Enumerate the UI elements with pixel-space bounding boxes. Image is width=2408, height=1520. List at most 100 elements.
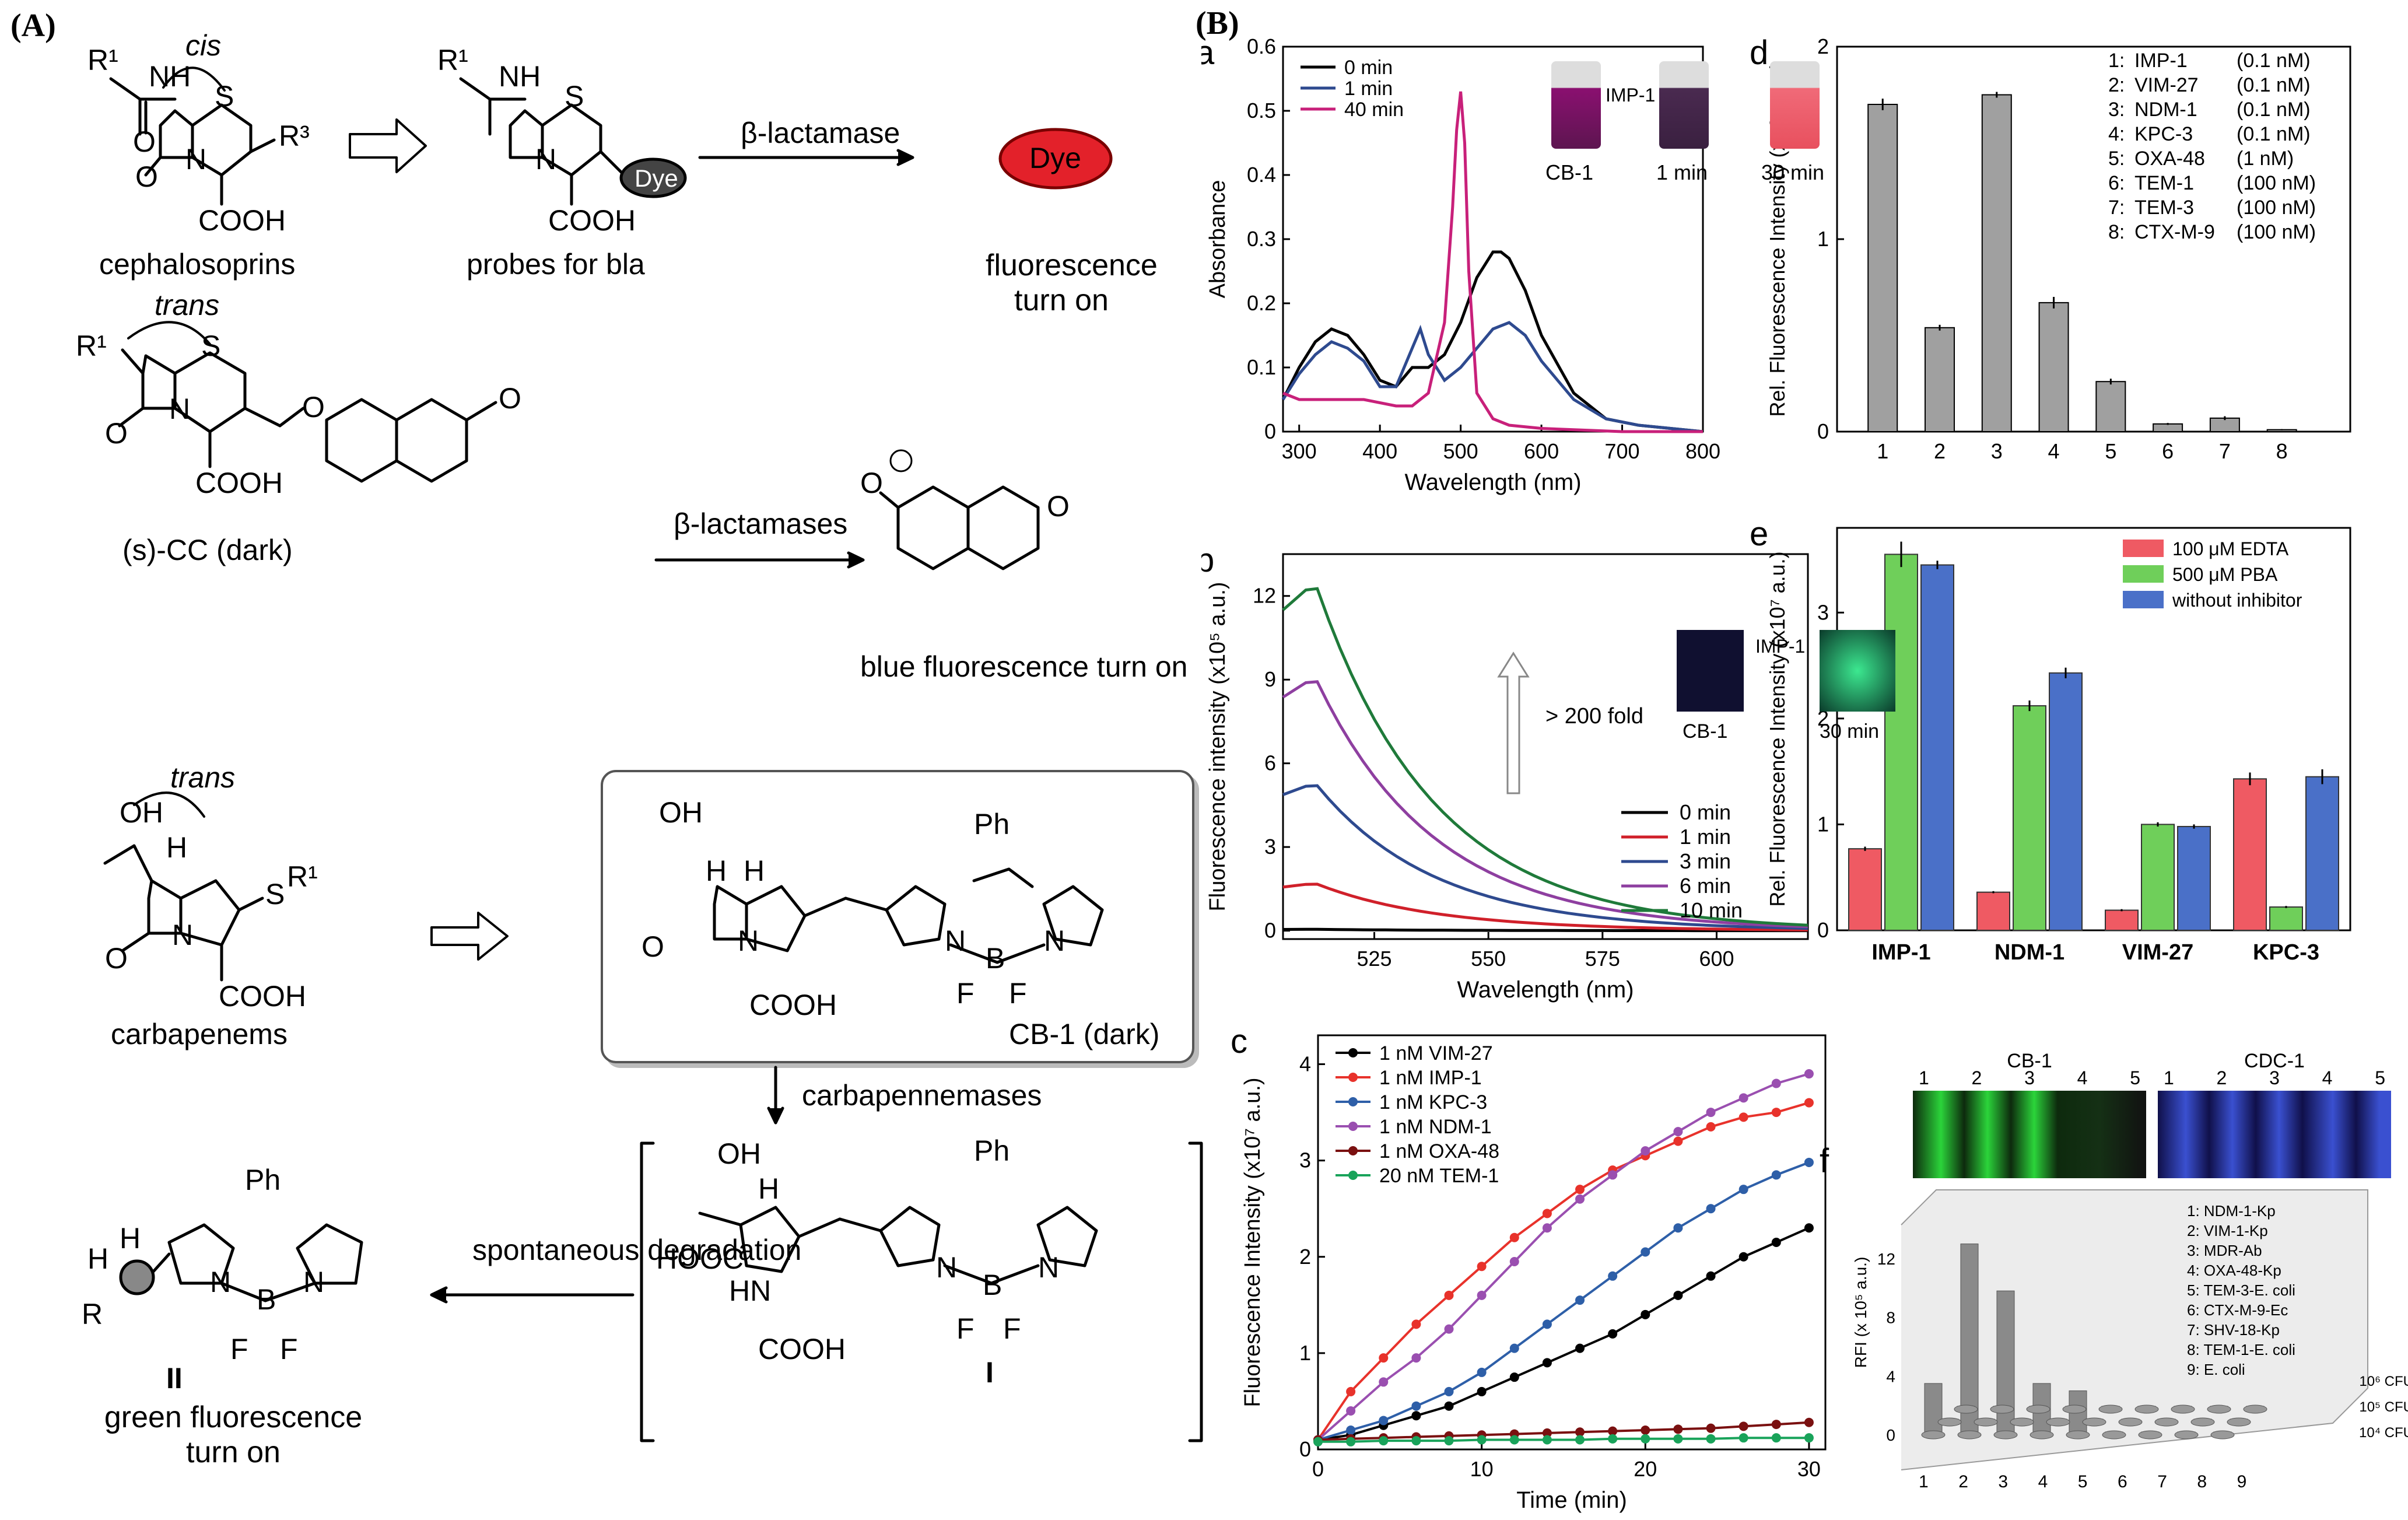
chart-e-bar	[1976, 891, 2010, 931]
chart-c-point	[1379, 1353, 1389, 1363]
chart-d-legend-conc: (0.1 nM)	[2237, 99, 2311, 121]
chart-f-bar-base	[2066, 1430, 2090, 1440]
scc-s: S	[201, 330, 220, 362]
chart-f-legend-label: 8: TEM-1-E. coli	[2187, 1341, 2295, 1358]
ii-n2: N	[303, 1266, 324, 1298]
chart-f-category-label: 1	[1919, 1472, 1929, 1491]
chart-b-fold-arrow	[1497, 652, 1530, 794]
chart-e-bar	[2269, 906, 2303, 931]
chart-c-point	[1477, 1386, 1487, 1396]
chart-c-point	[1641, 1309, 1650, 1319]
chart-f-bar-base	[2102, 1430, 2126, 1440]
chart-c-point	[1411, 1353, 1421, 1363]
chart-d-legend-conc: (0.1 nM)	[2237, 50, 2311, 72]
chart-c-point	[1542, 1358, 1552, 1368]
chart-c-point	[1411, 1319, 1421, 1329]
ii-h2: H	[120, 1222, 141, 1255]
chart-c-point	[1673, 1127, 1683, 1137]
chart-e-legend-swatch	[2123, 540, 2164, 557]
i-f1: F	[956, 1312, 975, 1345]
chart-f-bar-base	[1993, 1430, 2018, 1440]
chart-c-xtick-label: 10	[1470, 1457, 1494, 1481]
chart-c-point	[1542, 1428, 1552, 1438]
chart-f-legend-label: 9: E. coli	[2187, 1361, 2245, 1378]
chart-e-bar	[2305, 776, 2339, 931]
chart-c-point	[1771, 1170, 1781, 1180]
probe-r1: R¹	[437, 44, 468, 76]
chart-c-series-line	[1317, 1073, 1810, 1441]
chart-c-point	[1346, 1425, 1356, 1435]
inset-a-label-1min: 1 min	[1656, 160, 1708, 184]
chart-c-point	[1444, 1386, 1454, 1396]
ii-n1: N	[210, 1266, 231, 1298]
chart-d-legend-num: 1:	[2108, 50, 2125, 72]
green-fluor-caption: green fluorescence turn on	[104, 1400, 363, 1469]
i-oh: OH	[717, 1137, 761, 1170]
chart-d-legend-num: 6:	[2108, 172, 2125, 194]
chart-f-backwall	[1901, 1189, 2368, 1470]
chart-d-bar	[2209, 417, 2240, 433]
chart-c-legend-marker	[1348, 1122, 1358, 1131]
chart-c-point	[1804, 1157, 1814, 1167]
i-hn: HN	[729, 1274, 771, 1307]
chart-d-ytick-label: 0	[1817, 419, 1829, 443]
chart-c-point	[1477, 1290, 1487, 1300]
chart-c-series-line	[1317, 1161, 1810, 1441]
lane-1: 1	[2164, 1067, 2174, 1088]
chart-c-ytick-label: 2	[1299, 1245, 1311, 1269]
chart-b-series-line	[1282, 680, 1808, 929]
vial-cb1	[1551, 61, 1601, 149]
ii-b: B	[257, 1283, 276, 1316]
chart-d-bar	[1925, 327, 1955, 432]
carb-oh: OH	[120, 796, 163, 829]
chart-a-series-line	[1281, 321, 1704, 433]
chart-f-bar-base	[2026, 1405, 2051, 1414]
chart-d-ytick-label: 1	[1817, 227, 1829, 251]
chart-c-point	[1706, 1423, 1716, 1433]
panel-label-B: (B)	[1196, 5, 1239, 41]
ii-label: II	[166, 1362, 183, 1395]
carbapenems-caption: carbapenems	[111, 1018, 288, 1050]
ceph-r1: R¹	[87, 44, 118, 76]
chart-f-legend-label: 3: MDR-Ab	[2187, 1242, 2262, 1259]
chart-e-ytick-label: 2	[1817, 706, 1829, 730]
scc-o-lactone: O	[499, 382, 521, 415]
chart-c-ytick-label: 0	[1299, 1437, 1311, 1461]
chart-d-category-label: 6	[2162, 439, 2174, 463]
chart-c-point	[1608, 1329, 1618, 1339]
chart-f-bar-base	[1974, 1417, 1998, 1427]
chart-d-legend-name: CTX-M-9	[2134, 221, 2215, 243]
chart-f-legend-label: 1: NDM-1-Kp	[2187, 1202, 2276, 1220]
chart-c-ytick-label: 1	[1299, 1341, 1311, 1365]
chart-c-point	[1706, 1122, 1716, 1132]
chart-a-ytick-label: 0.6	[1247, 34, 1276, 58]
chart-f-legend-label: 7: SHV-18-Kp	[2187, 1321, 2280, 1339]
lane-3: 3	[2024, 1067, 2035, 1088]
chart-f-bar-base	[2138, 1430, 2162, 1440]
chart-c-point	[1477, 1262, 1487, 1272]
chart-c-panel-letter: c	[1231, 1022, 1247, 1060]
chart-c-point	[1346, 1386, 1356, 1396]
chart-c-point	[1542, 1223, 1552, 1233]
chart-b-series-line	[1282, 587, 1808, 927]
cb1-box	[601, 770, 1194, 1063]
chart-d-legend-name: TEM-1	[2134, 172, 2194, 194]
chart-c-point	[1706, 1108, 1716, 1118]
vial-30min	[1770, 61, 1820, 149]
cb1-h2: H	[744, 854, 765, 887]
chart-e-legend-label: without inhibitor	[2172, 590, 2302, 611]
panel-label-A: (A)	[10, 8, 56, 44]
chart-b-ytick-label: 9	[1264, 667, 1276, 691]
cb1-f1: F	[956, 977, 975, 1010]
probe-nh: NH	[499, 60, 541, 93]
chart-c-point	[1804, 1223, 1814, 1233]
chart-e-category-label: NDM-1	[1995, 940, 2064, 965]
chart-b-legend-label: 10 min	[1680, 898, 1743, 922]
chart-e-bar	[2049, 672, 2083, 931]
cb1-n2: N	[945, 924, 966, 957]
cb1-h1: H	[706, 854, 727, 887]
i-ph: Ph	[974, 1134, 1010, 1167]
chart-c-xtick-label: 30	[1797, 1457, 1821, 1481]
chart-c-series-line	[1318, 1437, 1809, 1443]
chart-e-legend-label: 500 μM PBA	[2172, 564, 2278, 585]
